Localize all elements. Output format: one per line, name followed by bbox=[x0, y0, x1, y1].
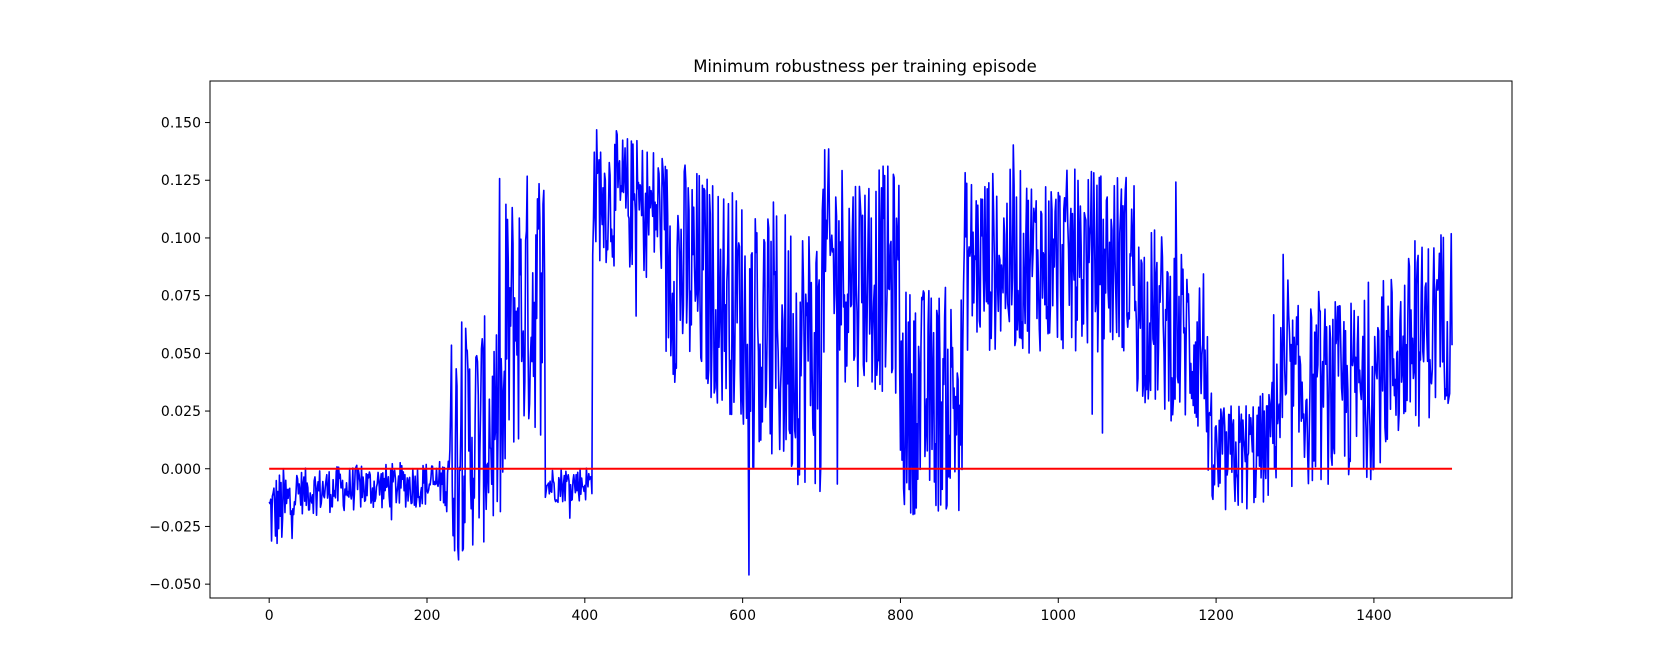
x-tick-label: 800 bbox=[887, 608, 914, 624]
x-tick-label: 600 bbox=[729, 608, 756, 624]
y-axis: −0.050 −0.025 0.000 0.025 0.050 0.075 0.100 0.1… bbox=[149, 116, 210, 593]
series-line-robustness bbox=[268, 128, 1453, 576]
y-tick-label: −0.025 bbox=[149, 519, 201, 535]
x-tick-label: 0 bbox=[265, 608, 274, 624]
plot-frame bbox=[209, 80, 1513, 599]
x-tick-label: 1200 bbox=[1198, 608, 1234, 624]
y-tick-label: 0.150 bbox=[161, 116, 201, 132]
y-tick-label: 0.075 bbox=[161, 289, 201, 305]
x-tick-label: 1400 bbox=[1356, 608, 1392, 624]
x-tick-label: 400 bbox=[571, 608, 598, 624]
x-tick-label: 1000 bbox=[1040, 608, 1076, 624]
x-tick-label: 200 bbox=[414, 608, 441, 624]
y-tick-label: 0.025 bbox=[161, 404, 201, 420]
plot-area bbox=[209, 80, 1513, 599]
y-tick-label: 0.100 bbox=[161, 231, 201, 247]
y-tick-label: 0.000 bbox=[161, 462, 201, 478]
y-tick-label: 0.050 bbox=[161, 346, 201, 362]
chart-title: Minimum robustness per training episode bbox=[693, 57, 1037, 76]
y-tick-label: 0.125 bbox=[161, 173, 201, 189]
x-axis: 0 200 400 600 800 1000 1200 1400 bbox=[265, 598, 1392, 624]
series-layer bbox=[268, 128, 1453, 576]
y-tick-label: −0.050 bbox=[149, 577, 201, 593]
